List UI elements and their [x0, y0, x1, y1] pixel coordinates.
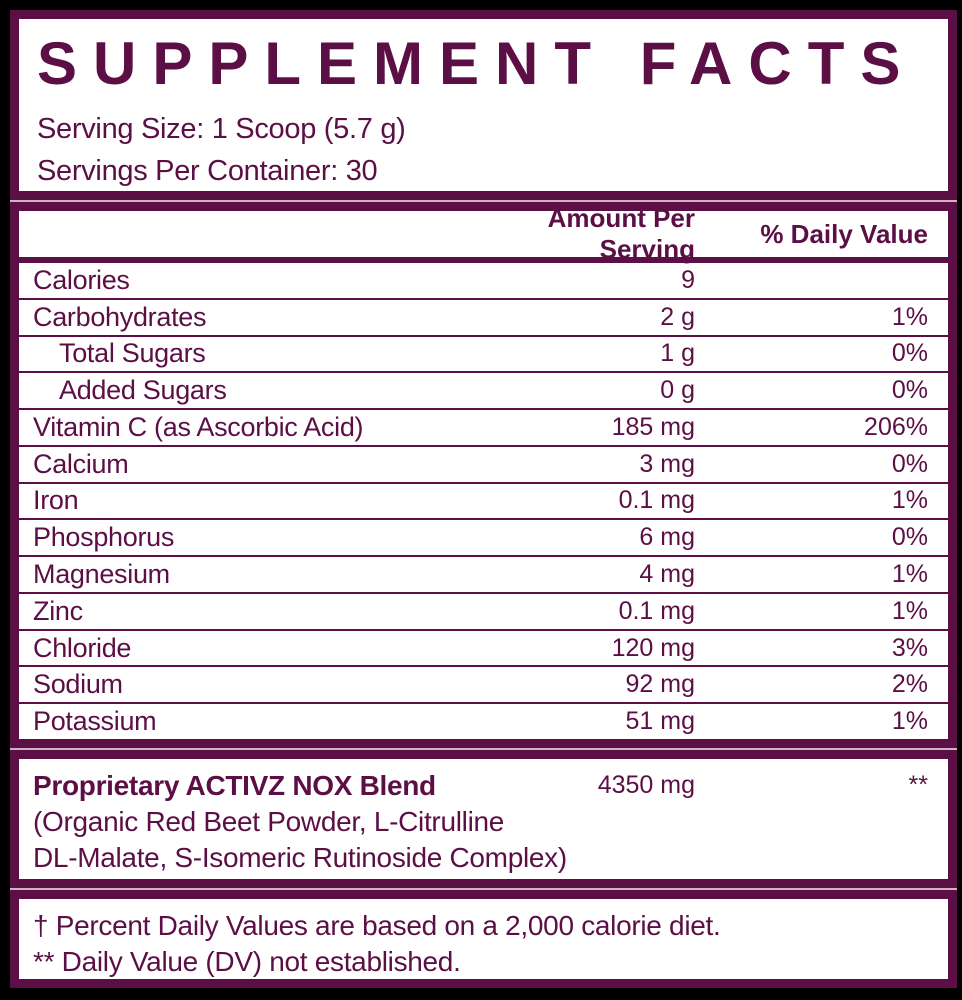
supplement-facts-label: SUPPLEMENT FACTS Serving Size: 1 Scoop (…	[10, 10, 957, 988]
nutrient-daily-value: 0%	[891, 376, 928, 405]
table-row: Added Sugars 0 g 0%	[19, 373, 948, 411]
table-row: Carbohydrates 2 g 1%	[19, 300, 948, 337]
nutrient-name: Iron	[33, 485, 79, 516]
serving-size: Serving Size: 1 Scoop (5.7 g)	[37, 113, 406, 145]
table-row: Vitamin C (as Ascorbic Acid) 185 mg 206%	[19, 410, 948, 447]
servings-per-container: Servings Per Container: 30	[37, 155, 378, 187]
amount-column-header: Amount Per Serving	[547, 203, 695, 264]
proprietary-blend-box: Proprietary ACTIVZ NOX Blend 4350 mg ** …	[10, 750, 957, 888]
table-row: Magnesium 4 mg 1%	[19, 557, 948, 594]
nutrient-amount: 92 mg	[625, 670, 695, 699]
nutrient-name: Sodium	[33, 669, 123, 700]
table-row: Calcium 3 mg 0%	[19, 447, 948, 484]
blend-description-line-2: DL-Malate, S-Isomeric Rutinoside Complex…	[33, 842, 567, 873]
nutrient-table-box: Amount Per Serving % Daily Value Calorie…	[10, 202, 957, 748]
nutrient-daily-value: 0%	[891, 449, 928, 478]
nutrient-daily-value: 1%	[891, 596, 928, 625]
blend-amount: 4350 mg	[597, 771, 695, 799]
nutrient-amount: 4 mg	[639, 560, 695, 588]
nutrient-amount: 2 g	[660, 302, 695, 331]
header-box: SUPPLEMENT FACTS Serving Size: 1 Scoop (…	[10, 10, 957, 200]
nutrient-amount: 120 mg	[611, 633, 695, 662]
table-row: Total Sugars 1 g 0%	[19, 337, 948, 374]
blend-daily-value: **	[908, 771, 928, 799]
nutrient-amount: 3 mg	[639, 449, 695, 478]
footnote-daily-values: † Percent Daily Values are based on a 2,…	[33, 910, 721, 941]
blend-name: Proprietary ACTIVZ NOX Blend	[33, 770, 436, 801]
table-row: Chloride 120 mg 3%	[19, 631, 948, 668]
table-row: Zinc 0.1 mg 1%	[19, 594, 948, 631]
nutrient-daily-value: 0%	[891, 523, 928, 552]
nutrient-name: Zinc	[33, 595, 83, 626]
nutrient-amount: 185 mg	[611, 412, 695, 441]
nutrient-name: Calcium	[33, 448, 129, 479]
blend-row: Proprietary ACTIVZ NOX Blend 4350 mg **	[33, 767, 928, 804]
nutrient-name: Carbohydrates	[33, 301, 207, 332]
nutrient-daily-value: 206%	[864, 412, 928, 441]
nutrient-name: Potassium	[33, 706, 157, 737]
nutrient-daily-value: 1%	[891, 302, 928, 331]
nutrient-daily-value: 3%	[891, 633, 928, 662]
nutrient-name: Phosphorus	[33, 522, 175, 553]
nutrient-name: Chloride	[33, 632, 132, 663]
nutrient-rows: Calories 9 Carbohydrates 2 g 1% Total Su…	[19, 263, 948, 739]
nutrient-daily-value: 1%	[891, 707, 928, 736]
table-row: Phosphorus 6 mg 0%	[19, 520, 948, 558]
daily-value-column-header: % Daily Value	[760, 218, 928, 249]
table-header-row: Amount Per Serving % Daily Value	[19, 203, 948, 264]
nutrient-amount: 9	[681, 265, 695, 294]
footnotes-box: † Percent Daily Values are based on a 2,…	[10, 890, 957, 988]
nutrient-amount: 1 g	[660, 339, 695, 368]
nutrient-name: Vitamin C (as Ascorbic Acid)	[33, 411, 364, 442]
table-row: Potassium 51 mg 1%	[19, 704, 948, 739]
nutrient-name: Total Sugars	[59, 338, 206, 369]
nutrient-name: Magnesium	[33, 559, 170, 589]
nutrient-amount: 0.1 mg	[618, 486, 695, 515]
page-title: SUPPLEMENT FACTS	[37, 30, 917, 97]
blend-description-line-1: (Organic Red Beet Powder, L-Citrulline	[33, 806, 505, 837]
table-row: Calories 9	[19, 263, 948, 300]
nutrient-name: Added Sugars	[59, 375, 227, 406]
nutrient-daily-value: 0%	[891, 339, 928, 368]
nutrient-amount: 0.1 mg	[618, 596, 695, 625]
nutrient-amount: 51 mg	[625, 707, 695, 736]
nutrient-amount: 6 mg	[639, 523, 695, 552]
nutrient-daily-value: 1%	[891, 486, 928, 515]
footnote-dv-not-established: ** Daily Value (DV) not established.	[33, 946, 461, 977]
nutrient-daily-value: 1%	[891, 560, 928, 588]
table-row: Sodium 92 mg 2%	[19, 667, 948, 705]
nutrient-name: Calories	[33, 264, 130, 295]
nutrient-daily-value: 2%	[891, 670, 928, 699]
nutrient-amount: 0 g	[660, 376, 695, 405]
table-row: Iron 0.1 mg 1%	[19, 484, 948, 521]
